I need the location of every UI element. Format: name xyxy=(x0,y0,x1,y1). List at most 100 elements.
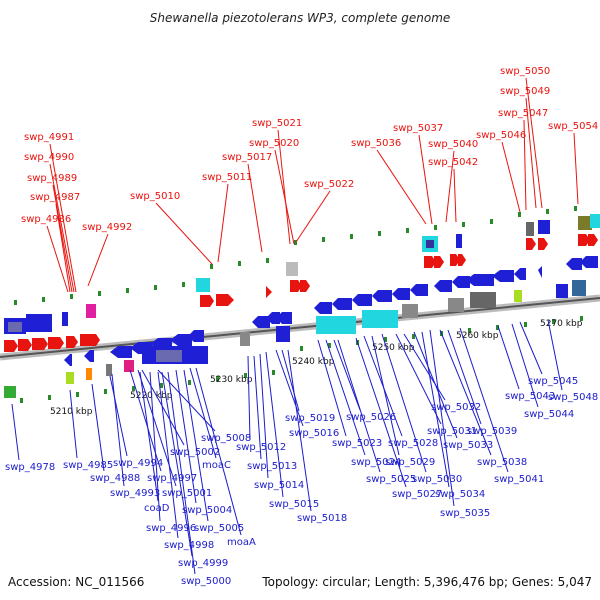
leader-line xyxy=(277,129,291,245)
feature-arrow xyxy=(66,336,78,348)
feature-block xyxy=(286,262,298,276)
leader-line xyxy=(453,168,457,223)
gene-label: swp_5008 xyxy=(201,433,251,444)
leader-line xyxy=(217,183,229,263)
leader-line xyxy=(155,202,213,265)
leader-line xyxy=(189,367,217,459)
feature-arrow xyxy=(88,334,100,346)
leader-line xyxy=(137,369,177,487)
gene-label: swp_4989 xyxy=(27,173,77,184)
feature-block xyxy=(196,278,210,292)
leader-line xyxy=(129,369,162,472)
gene-label: swp_5043 xyxy=(505,391,555,402)
leader-line xyxy=(141,369,185,446)
leader-line xyxy=(247,355,251,441)
feature-arrow xyxy=(450,254,460,266)
leader-line xyxy=(381,333,427,473)
tick-marks xyxy=(14,206,583,403)
leader-line xyxy=(157,371,179,539)
feature-arrow xyxy=(32,338,48,350)
gene-label: swp_5022 xyxy=(304,179,354,190)
gene-label: swp_5032 xyxy=(431,402,481,413)
gene-label: swp_5031 xyxy=(427,426,477,437)
feature-arrow xyxy=(4,340,18,352)
leader-line xyxy=(195,367,242,536)
leader-line xyxy=(46,225,69,293)
feature-arrow xyxy=(526,238,536,250)
map-title: Shewanella piezotolerans WP3, complete g… xyxy=(150,11,451,25)
gene-label: swp_5004 xyxy=(182,505,232,516)
gene-label: swp_5019 xyxy=(285,413,335,424)
leader-line xyxy=(317,339,347,437)
leader-line xyxy=(183,369,209,522)
leader-line xyxy=(274,149,295,245)
gene-label: swp_5037 xyxy=(393,123,443,134)
gene-label: swp_5030 xyxy=(412,474,462,485)
leader-line xyxy=(287,349,312,512)
feature-block xyxy=(86,304,96,318)
gene-label: swp_5039 xyxy=(467,426,517,437)
reverse-strand-features xyxy=(64,256,598,366)
feature-block xyxy=(124,360,134,372)
leader-line xyxy=(247,163,263,253)
leader-line xyxy=(413,331,458,439)
leader-line xyxy=(265,351,284,498)
feature-block xyxy=(572,280,586,296)
gene-label: swp_5040 xyxy=(428,139,478,150)
leader-line xyxy=(253,355,262,460)
feature-block xyxy=(8,322,22,332)
gene-label: swp_5011 xyxy=(202,172,252,183)
gene-label: swp_5049 xyxy=(500,86,550,97)
gene-label: swp_5034 xyxy=(435,489,485,500)
accession-text: Accession: NC_011566 xyxy=(8,575,144,589)
forward-strand-features xyxy=(4,234,598,352)
leader-line xyxy=(421,331,450,488)
leader-line xyxy=(459,327,509,473)
gene-label: swp_5042 xyxy=(428,157,478,168)
gene-label: swp_4993 xyxy=(110,488,160,499)
gene-label: swp_5050 xyxy=(500,66,550,77)
gene-label: swp_4986 xyxy=(21,214,71,225)
gene-label: moaA xyxy=(227,537,256,548)
gene-label: swp_5035 xyxy=(440,508,490,519)
feature-arrow xyxy=(18,339,32,351)
leader-line xyxy=(167,371,196,575)
gene-label: swp_4978 xyxy=(5,462,55,473)
feature-block xyxy=(4,386,16,398)
gene-label: swp_4987 xyxy=(30,192,80,203)
gene-label: swp_4999 xyxy=(178,558,228,569)
scale-label: 5210 kbp xyxy=(50,407,93,417)
top-gene-labels: swp_4991 swp_4990 swp_4989 swp_4987 swp_4986… xyxy=(21,66,598,233)
feature-arrow xyxy=(458,254,466,266)
feature-block xyxy=(402,304,418,318)
leader-line xyxy=(259,353,269,479)
leader-line xyxy=(371,335,400,456)
bottom-gene-labels: swp_4978 swp_4985 swp_4988 swp_4994 swp_4993… xyxy=(5,376,598,587)
leader-line xyxy=(52,184,73,293)
gene-label: swp_4992 xyxy=(82,222,132,233)
feature-block xyxy=(526,222,534,236)
leader-line xyxy=(161,371,193,557)
gene-label: swp_5017 xyxy=(222,152,272,163)
leader-line xyxy=(439,329,492,456)
gene-label: swp_4991 xyxy=(24,132,74,143)
gene-label: swp_5045 xyxy=(528,376,578,387)
genome-backbone xyxy=(0,294,600,361)
feature-arrow xyxy=(266,286,272,298)
scale-label: 5230 kbp xyxy=(210,375,253,385)
gene-label: swp_5013 xyxy=(247,461,297,472)
feature-block xyxy=(276,326,290,342)
feature-block xyxy=(26,314,52,332)
leader-line xyxy=(547,319,563,391)
leader-line xyxy=(175,369,197,504)
gene-label: swp_5036 xyxy=(351,138,401,149)
gene-label: swp_5047 xyxy=(498,108,548,119)
feature-block xyxy=(106,364,112,376)
feature-arrow xyxy=(290,280,302,292)
gene-label: swp_5016 xyxy=(289,428,339,439)
leader-line xyxy=(429,329,455,507)
feature-arrow xyxy=(538,238,548,250)
gene-label: swp_5027 xyxy=(392,489,442,500)
feature-arrow xyxy=(216,294,234,306)
gene-label: swp_5015 xyxy=(269,499,319,510)
